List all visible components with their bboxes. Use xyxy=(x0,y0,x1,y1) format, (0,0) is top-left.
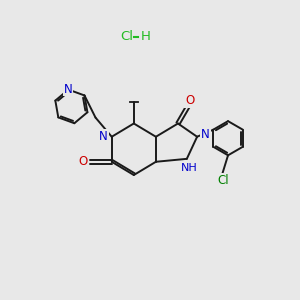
Text: NH: NH xyxy=(182,163,198,173)
Text: Cl: Cl xyxy=(120,30,133,43)
Text: O: O xyxy=(185,94,194,107)
Text: H: H xyxy=(141,30,151,43)
Text: Cl: Cl xyxy=(217,174,229,187)
Text: N: N xyxy=(64,82,72,95)
Text: N: N xyxy=(201,128,210,141)
Text: O: O xyxy=(79,155,88,168)
Text: N: N xyxy=(99,130,108,143)
